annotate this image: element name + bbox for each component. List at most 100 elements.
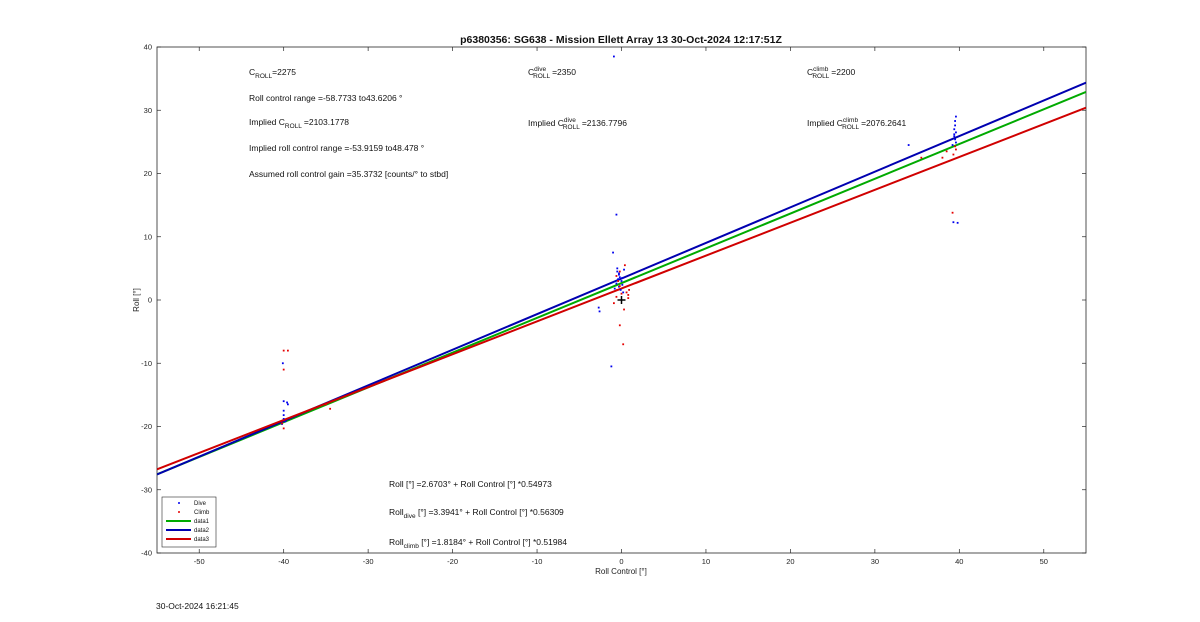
point-dive xyxy=(956,221,959,224)
point-climb xyxy=(620,292,623,295)
legend-label-dive: Dive xyxy=(194,501,207,507)
point-dive xyxy=(954,120,956,122)
point-climb xyxy=(615,295,618,298)
point-dive xyxy=(623,268,625,271)
annotation-c-climb: Cclimb ROLL =2200 xyxy=(807,66,855,80)
point-dive xyxy=(907,144,910,146)
point-dive xyxy=(286,401,288,404)
fit-line-data3 xyxy=(157,106,1086,471)
legend-label-climb: Climb xyxy=(194,510,210,516)
point-climb xyxy=(952,153,955,156)
point-dive xyxy=(597,306,600,309)
point-climb xyxy=(281,422,283,425)
annotation-equation-climb: Rollclimb [°] =1.8184° + Roll Control [°… xyxy=(389,537,567,550)
point-climb xyxy=(954,145,956,148)
point-climb xyxy=(287,349,289,352)
annotation-implied-dive: Implied Cdive ROLL =2136.7796 xyxy=(528,117,627,131)
annotation-c-dive: Cdive ROLL =2350 xyxy=(528,66,576,80)
fit-line-data1 xyxy=(157,90,1086,476)
point-dive xyxy=(610,365,613,368)
point-climb xyxy=(951,211,954,214)
point-climb xyxy=(612,302,615,305)
x-tick-label: -10 xyxy=(532,557,543,566)
x-tick-label: 0 xyxy=(619,557,623,566)
point-climb xyxy=(623,264,626,267)
point-climb xyxy=(282,349,285,352)
point-dive xyxy=(953,135,956,138)
x-tick-label: -20 xyxy=(447,557,458,566)
point-dive xyxy=(955,141,957,144)
x-tick-label: -40 xyxy=(278,557,289,566)
point-dive xyxy=(598,310,601,313)
point-dive xyxy=(954,138,956,141)
point-dive xyxy=(282,400,285,403)
x-tick-label: 50 xyxy=(1040,557,1048,566)
point-dive xyxy=(621,276,624,279)
point-dive xyxy=(622,291,625,294)
y-tick-label: 40 xyxy=(144,43,152,52)
point-climb xyxy=(625,291,628,294)
point-climb xyxy=(628,288,631,291)
point-dive xyxy=(620,280,623,282)
point-dive xyxy=(951,144,954,146)
point-dive xyxy=(281,362,284,365)
point-climb xyxy=(325,403,327,406)
point-climb xyxy=(618,285,621,287)
chart-title: p6380356: SG638 - Mission Ellett Array 1… xyxy=(460,34,782,46)
annotation-implied-range: Implied roll control range =-53.9159 to4… xyxy=(249,143,424,153)
point-climb xyxy=(955,148,957,151)
point-dive xyxy=(282,418,285,420)
point-dive xyxy=(619,288,622,291)
point-dive xyxy=(287,403,289,406)
x-tick-label: -50 xyxy=(194,557,205,566)
data-points xyxy=(281,55,959,430)
point-climb xyxy=(617,280,620,282)
y-tick-label: 20 xyxy=(144,169,152,178)
point-dive xyxy=(618,276,621,279)
point-dive xyxy=(284,420,287,423)
y-axis-label: Roll [°] xyxy=(132,288,141,312)
annotation-implied-c-roll: Implied CROLL =2103.1778 xyxy=(249,117,349,130)
y-tick-label: -10 xyxy=(141,359,152,368)
y-tick-label: -40 xyxy=(141,549,152,558)
point-climb xyxy=(329,407,332,410)
point-climb xyxy=(282,368,285,371)
point-climb xyxy=(627,297,630,300)
annotation-c-roll: CROLL=2275 xyxy=(249,67,296,80)
footer-timestamp: 30-Oct-2024 16:21:45 xyxy=(156,601,239,611)
legend-label-data3: data3 xyxy=(194,537,210,543)
annotation-roll-range: Roll control range =-58.7733 to43.6206 ° xyxy=(249,93,402,103)
x-tick-label: -30 xyxy=(363,557,374,566)
point-dive xyxy=(621,283,624,286)
point-dive xyxy=(617,278,620,281)
y-axis: -40 -30 -20 -10 0 10 20 30 40 xyxy=(141,43,1086,558)
point-dive xyxy=(615,282,618,285)
x-tick-label: 40 xyxy=(955,557,963,566)
annotation-equation-dive: Rolldive [°] =3.3941° + Roll Control [°]… xyxy=(389,507,564,520)
y-tick-label: 30 xyxy=(144,106,152,115)
point-dive xyxy=(954,124,956,127)
point-climb xyxy=(622,343,625,346)
legend: Dive Climb data1 data2 data3 xyxy=(161,496,217,548)
point-climb xyxy=(616,288,619,291)
point-climb xyxy=(282,419,285,422)
x-axis-label: Roll Control [°] xyxy=(595,567,647,576)
point-climb xyxy=(941,156,944,159)
y-tick-label: 0 xyxy=(148,296,152,305)
point-climb xyxy=(618,270,621,273)
x-tick-label: 30 xyxy=(871,557,879,566)
point-dive xyxy=(953,128,956,131)
point-dive xyxy=(616,267,619,270)
point-dive xyxy=(615,213,618,216)
point-climb xyxy=(615,275,618,277)
y-tick-label: -30 xyxy=(141,485,152,494)
point-climb xyxy=(627,294,630,296)
point-dive xyxy=(282,409,285,412)
x-axis: -50 -40 -30 -20 -10 0 10 20 30 40 50 xyxy=(194,47,1048,566)
y-tick-label: -20 xyxy=(141,422,152,431)
point-climb xyxy=(623,308,625,311)
annotation-gain: Assumed roll control gain =35.3732 [coun… xyxy=(249,169,448,179)
point-dive xyxy=(955,115,957,118)
point-climb xyxy=(945,150,948,153)
